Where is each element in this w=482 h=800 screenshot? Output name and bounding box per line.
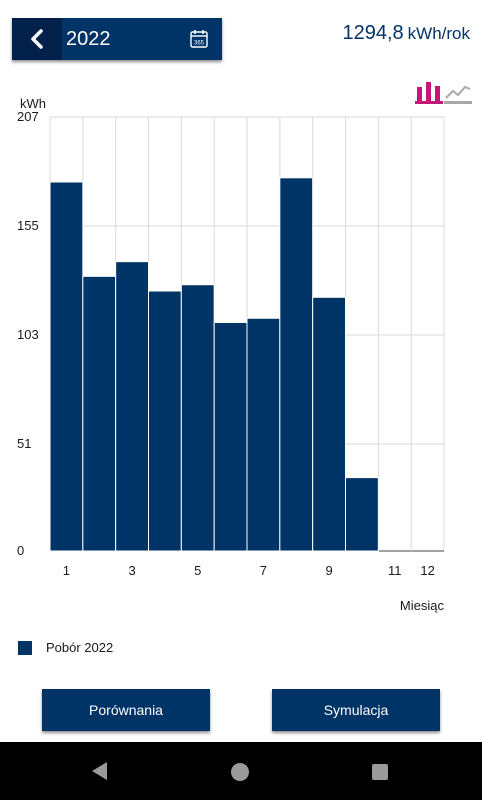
y-tick-label: 0 (17, 543, 24, 558)
x-tick-label: 9 (325, 563, 332, 578)
bar-month-9 (312, 296, 346, 552)
bar-month-10 (345, 477, 379, 552)
android-navbar (0, 742, 482, 800)
bar-month-5 (180, 284, 215, 552)
back-button[interactable] (12, 18, 62, 60)
calendar-365-icon[interactable]: 365 (190, 29, 208, 48)
x-axis-label: Miesiąc (399, 598, 444, 613)
total-consumption: 1294,8 kWh/rok (342, 22, 470, 45)
x-tick-label: 5 (194, 563, 201, 578)
square-recents-icon[interactable] (372, 764, 388, 780)
bar-month-1 (49, 181, 84, 552)
y-axis-label: kWh (20, 96, 46, 111)
total-value: 1294,8 (342, 22, 404, 44)
bar-month-8 (279, 177, 314, 552)
chart-legend: Pobór 2022 (18, 640, 113, 655)
circle-home-icon[interactable] (231, 763, 249, 781)
calendar-icon-text: 365 (194, 41, 205, 47)
bar-month-2 (82, 275, 117, 552)
total-unit: kWh/rok (407, 24, 470, 43)
y-tick-label: 207 (17, 110, 39, 124)
consumption-bar-chart: 0 51 103 155 207 1 3 5 7 9 11 12 (17, 110, 445, 578)
x-tick-label: 7 (260, 563, 267, 578)
bar-chart-icon[interactable] (415, 78, 443, 104)
y-tick-label: 103 (17, 327, 39, 342)
year-selector: 2022 365 (12, 18, 222, 60)
simulation-button[interactable]: Symulacja (272, 689, 440, 731)
year-label: 2022 (66, 28, 111, 50)
line-chart-icon[interactable] (444, 80, 472, 104)
bar-month-4 (148, 290, 182, 552)
bar-month-7 (246, 317, 281, 552)
x-tick-label: 1 (63, 563, 70, 578)
legend-label: Pobór 2022 (46, 640, 114, 655)
x-tick-label: 12 (420, 563, 434, 578)
bar-month-3 (115, 261, 149, 552)
triangle-back-icon[interactable] (91, 761, 109, 781)
x-tick-label: 3 (128, 563, 135, 578)
y-tick-label: 155 (17, 218, 39, 233)
legend-swatch (18, 640, 32, 655)
bar-month-6 (213, 321, 248, 552)
x-tick-label: 11 (388, 563, 402, 578)
comparisons-button[interactable]: Porównania (42, 689, 210, 731)
chevron-left-icon (31, 29, 43, 49)
y-tick-label: 51 (17, 436, 31, 451)
